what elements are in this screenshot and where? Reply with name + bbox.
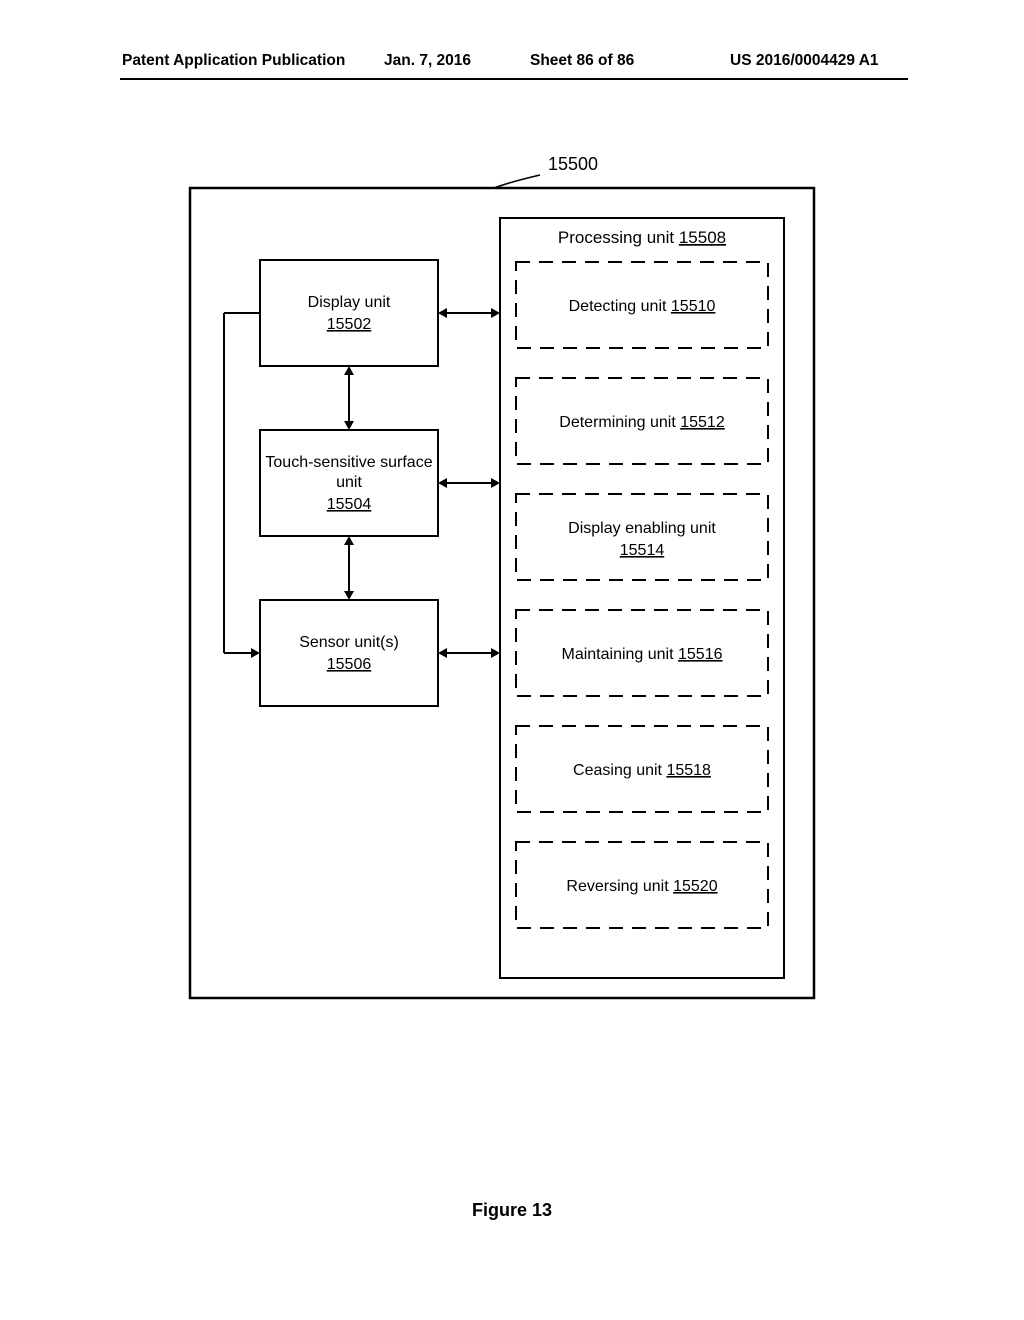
header-left: Patent Application Publication xyxy=(122,52,345,70)
svg-text:Display unit: Display unit xyxy=(308,294,391,311)
svg-text:15500: 15500 xyxy=(548,154,598,174)
svg-text:Maintaining unit 15516: Maintaining unit 15516 xyxy=(561,646,722,663)
svg-text:15506: 15506 xyxy=(327,656,372,673)
figure-caption: Figure 13 xyxy=(0,1200,1024,1221)
svg-text:Determining unit 15512: Determining unit 15512 xyxy=(559,414,725,431)
svg-text:Detecting unit 15510: Detecting unit 15510 xyxy=(569,298,716,315)
svg-text:15502: 15502 xyxy=(327,316,372,333)
svg-text:Display enabling unit: Display enabling unit xyxy=(568,520,716,537)
svg-text:Processing unit 15508: Processing unit 15508 xyxy=(558,228,726,247)
svg-text:Reversing unit 15520: Reversing unit 15520 xyxy=(566,878,717,895)
header-rule xyxy=(120,78,908,80)
svg-text:unit: unit xyxy=(336,474,362,491)
block-diagram: 15500 Processing unit 15508 Display unit 15… xyxy=(0,100,1024,1200)
svg-text:Sensor unit(s): Sensor unit(s) xyxy=(299,634,399,651)
header-date: Jan. 7, 2016 xyxy=(384,52,471,70)
svg-text:15504: 15504 xyxy=(327,496,372,513)
svg-text:Ceasing unit 15518: Ceasing unit 15518 xyxy=(573,762,711,779)
header-sheet: Sheet 86 of 86 xyxy=(530,52,634,70)
page: Patent Application Publication Jan. 7, 2… xyxy=(0,0,1024,1320)
header-pubno: US 2016/0004429 A1 xyxy=(730,52,879,70)
svg-text:Touch-sensitive surface: Touch-sensitive surface xyxy=(265,454,432,471)
svg-text:15514: 15514 xyxy=(620,542,665,559)
